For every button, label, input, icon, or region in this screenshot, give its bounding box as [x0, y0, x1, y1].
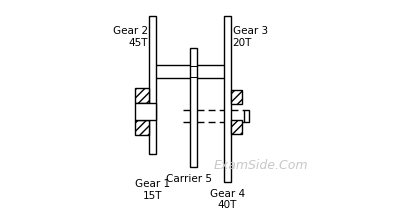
Bar: [190, 48, 197, 167]
Text: Gear 4
40T: Gear 4 40T: [210, 189, 245, 210]
Text: Carrier 5: Carrier 5: [166, 174, 212, 184]
Bar: [135, 120, 149, 135]
Bar: [231, 120, 242, 134]
Bar: [135, 103, 156, 120]
Text: Gear 3
20T: Gear 3 20T: [233, 26, 268, 48]
Text: Gear 1
15T: Gear 1 15T: [135, 179, 170, 201]
Text: ExamSide.Com: ExamSide.Com: [213, 159, 308, 172]
Bar: [149, 16, 156, 155]
Bar: [224, 16, 231, 182]
Text: Gear 2
45T: Gear 2 45T: [113, 26, 148, 48]
Bar: [231, 91, 242, 104]
Bar: [135, 88, 149, 103]
Bar: [245, 110, 249, 123]
